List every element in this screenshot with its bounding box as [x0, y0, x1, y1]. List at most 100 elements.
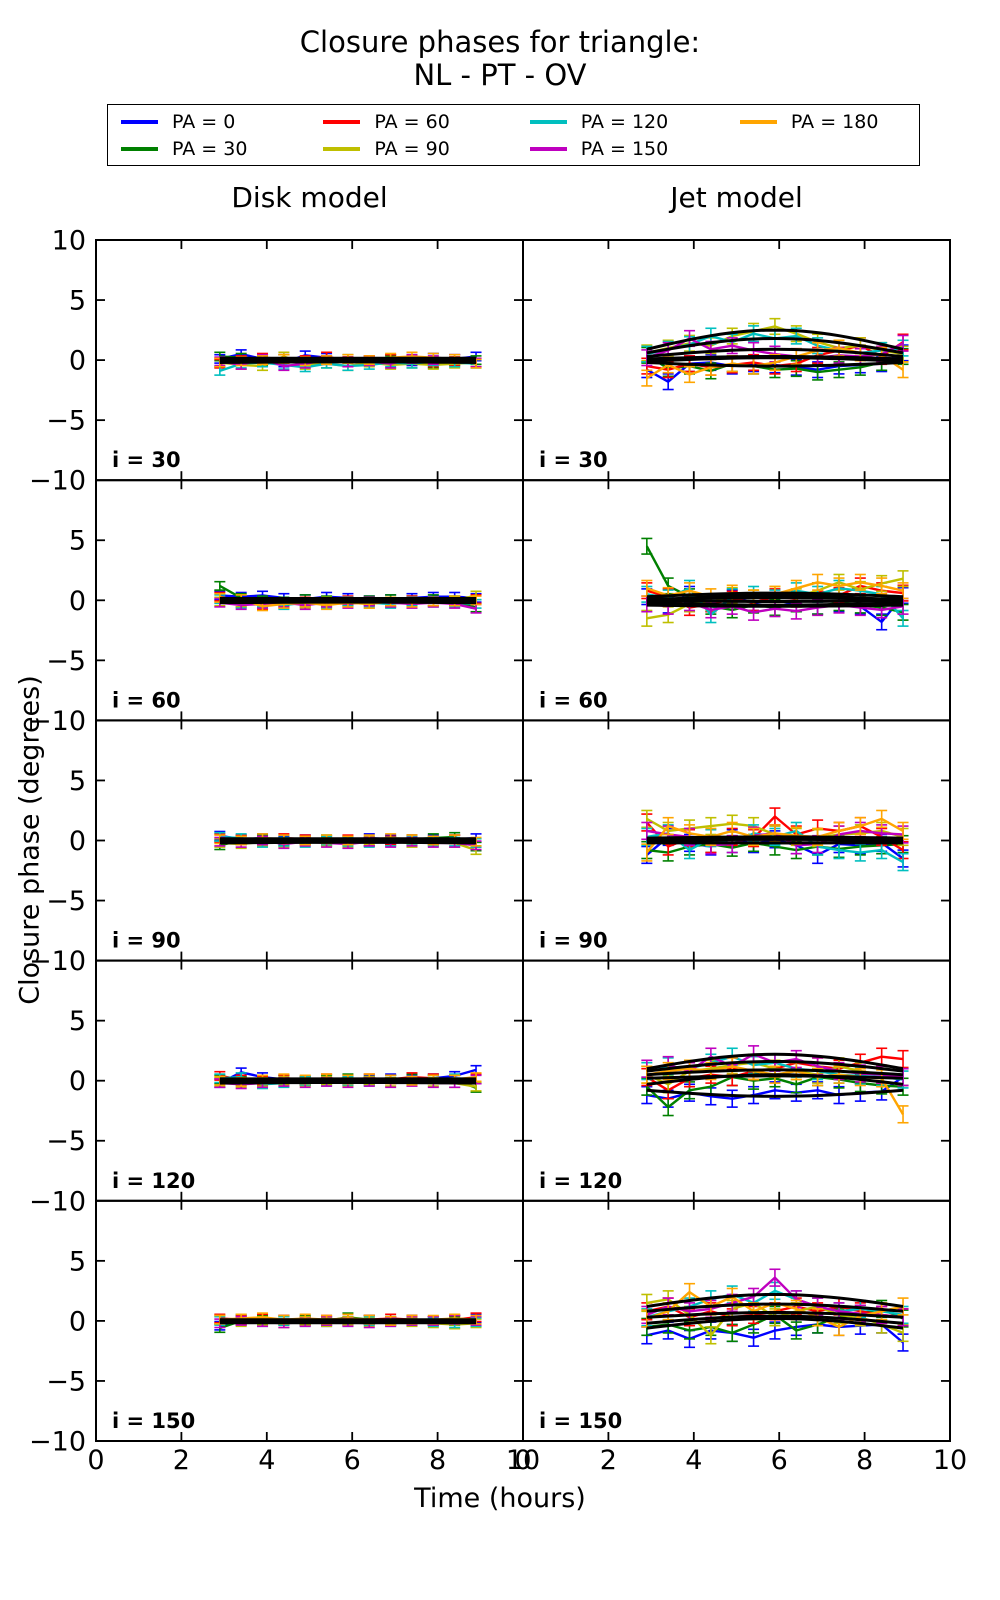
model-curve	[646, 1314, 904, 1325]
x-tick-label: 10	[506, 1445, 540, 1476]
y-tick-label: −5	[46, 646, 86, 677]
panel-jet-model-i30	[641, 317, 909, 391]
model-curve	[646, 835, 904, 840]
x-tick-label: 4	[685, 1445, 702, 1476]
legend-line-swatch	[323, 146, 361, 151]
y-tick-label: 5	[69, 1006, 86, 1037]
legend-line-swatch	[529, 119, 567, 124]
x-tick-label: 4	[258, 1445, 275, 1476]
model-curve	[646, 1052, 904, 1071]
model-curve	[646, 328, 904, 351]
panel-disk-model-i30	[214, 349, 482, 376]
x-tick-label: 2	[173, 1445, 190, 1476]
y-axis-label: Closure phase (degrees)	[14, 675, 46, 1005]
panel-label-i30: i = 30	[539, 448, 608, 472]
panel-frame	[522, 959, 951, 1202]
model-curve	[646, 1302, 904, 1313]
x-tick-label: 10	[933, 1445, 967, 1476]
model-curve	[646, 356, 904, 363]
model-curve	[646, 347, 904, 358]
panel-jet-model-i60	[641, 537, 909, 631]
y-tick-label: −5	[46, 1126, 86, 1157]
model-curve	[646, 598, 904, 604]
series-pa180	[641, 809, 909, 862]
x-tick-label: 0	[87, 1445, 104, 1476]
panel-label-i60: i = 60	[112, 688, 181, 712]
legend-label: PA = 180	[790, 110, 879, 133]
legend-item-pa90: PA = 90	[323, 138, 529, 160]
y-tick-label: −10	[29, 946, 86, 977]
y-tick-label: −10	[29, 466, 86, 497]
x-tick-label: 6	[344, 1445, 361, 1476]
y-tick-label: −10	[29, 1186, 86, 1217]
model-curve	[646, 603, 904, 608]
column-title-disk-model: Disk model	[231, 181, 388, 214]
legend-line-swatch	[121, 119, 158, 124]
legend-label: PA = 0	[172, 110, 236, 133]
model-curve	[646, 1310, 904, 1319]
legend: PA = 0 PA = 30 PA = 60 PA = 90 PA = 120 PA = …	[107, 104, 920, 166]
legend-label: PA = 60	[374, 110, 450, 133]
chart-title-line1: Closure phases for triangle:	[299, 25, 701, 59]
y-tick-label: −5	[46, 406, 86, 437]
model-curve	[646, 593, 904, 602]
model-curve	[646, 591, 904, 599]
model-curve	[646, 1292, 904, 1308]
panel-label-i60: i = 60	[539, 688, 608, 712]
legend-label: PA = 150	[580, 137, 669, 160]
y-tick-label: 5	[69, 286, 86, 317]
legend-item-pa150: PA = 150	[529, 137, 740, 160]
model-curve	[646, 1068, 904, 1077]
panel-label-i90: i = 90	[112, 929, 181, 953]
y-tick-label: 5	[69, 766, 86, 797]
x-axis-label: Time (hours)	[414, 1483, 586, 1514]
y-tick-label: 0	[69, 826, 86, 857]
panel-label-i150: i = 150	[112, 1409, 195, 1433]
panel-label-i150: i = 150	[539, 1409, 622, 1433]
y-tick-label: 0	[69, 1306, 86, 1337]
legend-item-pa60: PA = 60	[323, 111, 529, 133]
x-tick-label: 2	[600, 1445, 617, 1476]
y-tick-label: 10	[52, 225, 86, 256]
legend-label: PA = 120	[580, 110, 669, 133]
y-tick-label: −10	[29, 706, 86, 737]
legend-item-pa0: PA = 0	[121, 111, 323, 133]
legend-line-swatch	[529, 146, 567, 151]
y-tick-label: −5	[46, 886, 86, 917]
legend-line-swatch	[121, 146, 158, 151]
panel-label-i30: i = 30	[112, 448, 181, 472]
panel-disk-model-i90	[214, 830, 482, 856]
model-curve	[646, 361, 904, 368]
x-tick-label: 8	[429, 1445, 446, 1476]
model-curve	[646, 1088, 904, 1098]
y-tick-label: 5	[69, 526, 86, 557]
panel-label-i120: i = 120	[539, 1169, 622, 1193]
legend-item-pa120: PA = 120	[529, 110, 740, 133]
panel-label-i120: i = 120	[112, 1169, 195, 1193]
y-tick-label: −10	[29, 1426, 86, 1457]
panel-disk-model-i120	[214, 1064, 482, 1093]
y-tick-label: −5	[46, 1366, 86, 1397]
model-curve	[646, 1316, 904, 1330]
model-curve	[646, 1073, 904, 1086]
panel-disk-model-i150	[214, 1312, 482, 1334]
y-tick-label: 5	[69, 1246, 86, 1277]
legend-line-swatch	[323, 119, 361, 124]
column-title-jet-model: Jet model	[670, 181, 803, 214]
panel-disk-model-i60	[214, 580, 482, 614]
x-tick-label: 0	[514, 1445, 531, 1476]
legend-item-pa30: PA = 30	[121, 138, 323, 160]
y-tick-label: 0	[69, 1066, 86, 1097]
legend-label: PA = 90	[374, 137, 450, 160]
legend-label: PA = 30	[172, 137, 248, 160]
y-tick-label: 0	[69, 586, 86, 617]
model-curve	[646, 837, 904, 842]
model-curve	[646, 1059, 904, 1073]
legend-line-swatch	[739, 119, 777, 124]
chart-title-line2: NL - PT - OV	[413, 58, 587, 92]
x-tick-label: 6	[771, 1445, 788, 1476]
panel-jet-model-i150	[641, 1268, 909, 1352]
legend-item-pa180: PA = 180	[739, 110, 919, 133]
